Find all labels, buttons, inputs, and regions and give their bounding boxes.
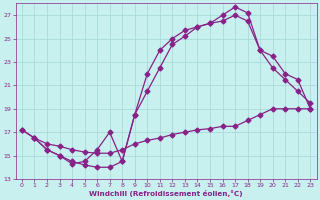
X-axis label: Windchill (Refroidissement éolien,°C): Windchill (Refroidissement éolien,°C) [89,190,243,197]
